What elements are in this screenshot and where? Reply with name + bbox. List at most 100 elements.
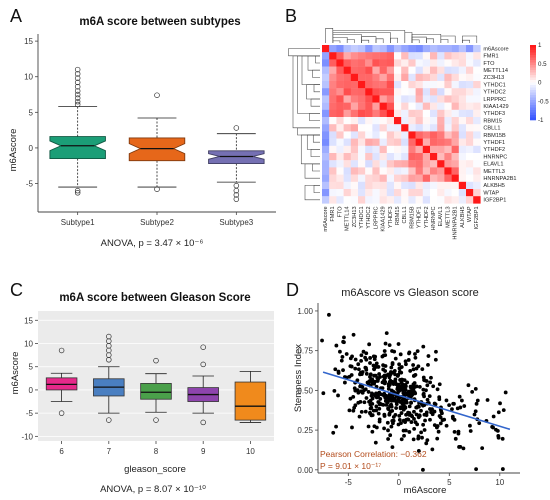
scatter-point xyxy=(370,396,375,401)
heatmap-cell xyxy=(401,52,409,60)
heatmap-cell xyxy=(473,45,481,53)
scatter-point xyxy=(419,408,423,413)
y-tick-label: 0.25 xyxy=(297,426,313,435)
heatmap-cell xyxy=(394,189,402,197)
heatmap-cell xyxy=(343,45,351,53)
heatmap-cell xyxy=(350,66,359,74)
scatter-point xyxy=(371,354,376,359)
scatter-point xyxy=(357,414,362,419)
heatmap-cell xyxy=(415,181,423,190)
outlier-point xyxy=(153,417,159,423)
heatmap-cell xyxy=(444,138,452,146)
scatter-point xyxy=(470,389,475,394)
heatmap-cell xyxy=(322,167,330,175)
scatter-point xyxy=(416,449,421,453)
scatter-point xyxy=(356,367,361,372)
x-tick-label: Subtype1 xyxy=(61,218,95,227)
scatter-point xyxy=(383,395,388,399)
scatter-point xyxy=(367,342,372,347)
row-label-YTHDC2: YTHDC2 xyxy=(483,90,505,96)
scatter-point xyxy=(419,430,424,435)
heatmap-cell xyxy=(365,102,373,110)
outlier-point xyxy=(74,88,81,94)
scatter-point xyxy=(376,411,381,416)
heatmap-cell xyxy=(458,117,467,125)
heatmap-cell xyxy=(358,138,366,146)
heatmap-cell xyxy=(401,109,409,118)
heatmap-cell xyxy=(444,73,452,82)
heatmap-cell xyxy=(358,81,366,89)
scatter-point xyxy=(399,411,404,415)
heatmap-cell xyxy=(372,66,380,74)
heatmap-cell xyxy=(343,167,351,175)
outlier-point xyxy=(106,417,112,423)
heatmap-cell xyxy=(466,131,474,139)
heatmap-cell xyxy=(386,45,395,53)
scatter-point xyxy=(397,362,401,367)
scatter-point xyxy=(412,426,417,431)
heatmap-cell xyxy=(473,174,481,182)
legend-color-step xyxy=(530,100,536,103)
heatmap-cell xyxy=(444,52,452,60)
heatmap-cell xyxy=(365,88,373,96)
scatter-point xyxy=(361,349,366,354)
heatmap-cell xyxy=(422,95,431,103)
heatmap-cell xyxy=(329,160,337,168)
heatmap-cell xyxy=(386,167,395,175)
heatmap-cell xyxy=(444,88,452,96)
heatmap-cell xyxy=(365,95,373,103)
heatmap-cell xyxy=(336,52,344,60)
heatmap-cell xyxy=(386,153,395,161)
col-label-KIAA1429: KIAA1429 xyxy=(381,206,387,231)
heatmap-cell xyxy=(329,102,337,110)
scatter-point xyxy=(366,390,371,394)
legend-color-step xyxy=(530,60,536,63)
outlier-point xyxy=(154,92,160,98)
scatter-point xyxy=(473,409,478,414)
heatmap-cell xyxy=(401,138,409,146)
heatmap-cell xyxy=(401,145,409,154)
box-Subtype2 xyxy=(128,137,186,162)
scatter-point xyxy=(376,400,381,404)
panel-c-anova-note: ANOVA, p = 8.07 × 10⁻¹⁰ xyxy=(100,484,206,495)
row-label-YTHDF2: YTHDF2 xyxy=(483,147,505,153)
heatmap-cell xyxy=(437,145,445,154)
heatmap-cell xyxy=(386,102,395,110)
scatter-point xyxy=(371,363,376,368)
heatmap-cell xyxy=(322,66,330,74)
heatmap-cell xyxy=(415,189,423,197)
legend-color-step xyxy=(530,87,536,91)
scatter-point xyxy=(387,382,392,387)
scatter-point xyxy=(466,383,471,388)
heatmap-cell xyxy=(350,167,359,175)
scatter-point xyxy=(374,408,379,413)
heatmap-cell xyxy=(422,138,431,146)
heatmap-cell xyxy=(401,66,409,74)
legend-color-step xyxy=(530,82,536,86)
heatmap-cell xyxy=(350,189,359,197)
heatmap-cell xyxy=(322,124,330,132)
heatmap-cell xyxy=(336,73,344,82)
heatmap-cell xyxy=(401,95,409,103)
heatmap-cell xyxy=(401,160,409,168)
y-tick-label: 15 xyxy=(24,316,33,325)
col-label-YTHDF1: YTHDF1 xyxy=(417,206,423,228)
scatter-point xyxy=(401,428,406,433)
heatmap-cell xyxy=(451,102,459,110)
heatmap-cell xyxy=(350,181,359,190)
heatmap-cell xyxy=(422,109,431,118)
heatmap-cell xyxy=(408,109,416,118)
scatter-point xyxy=(388,409,393,414)
scatter-point xyxy=(403,405,408,410)
heatmap-cell xyxy=(422,189,431,197)
heatmap-cell xyxy=(379,160,387,168)
heatmap-cell xyxy=(466,45,474,53)
row-label-ALKBH5: ALKBH5 xyxy=(483,183,504,189)
heatmap-cell xyxy=(451,59,459,67)
outlier-point xyxy=(74,95,81,101)
legend-color-step xyxy=(530,52,536,56)
heatmap-cell xyxy=(422,174,431,182)
scatter-point xyxy=(356,400,361,405)
heatmap-cell xyxy=(350,138,359,146)
